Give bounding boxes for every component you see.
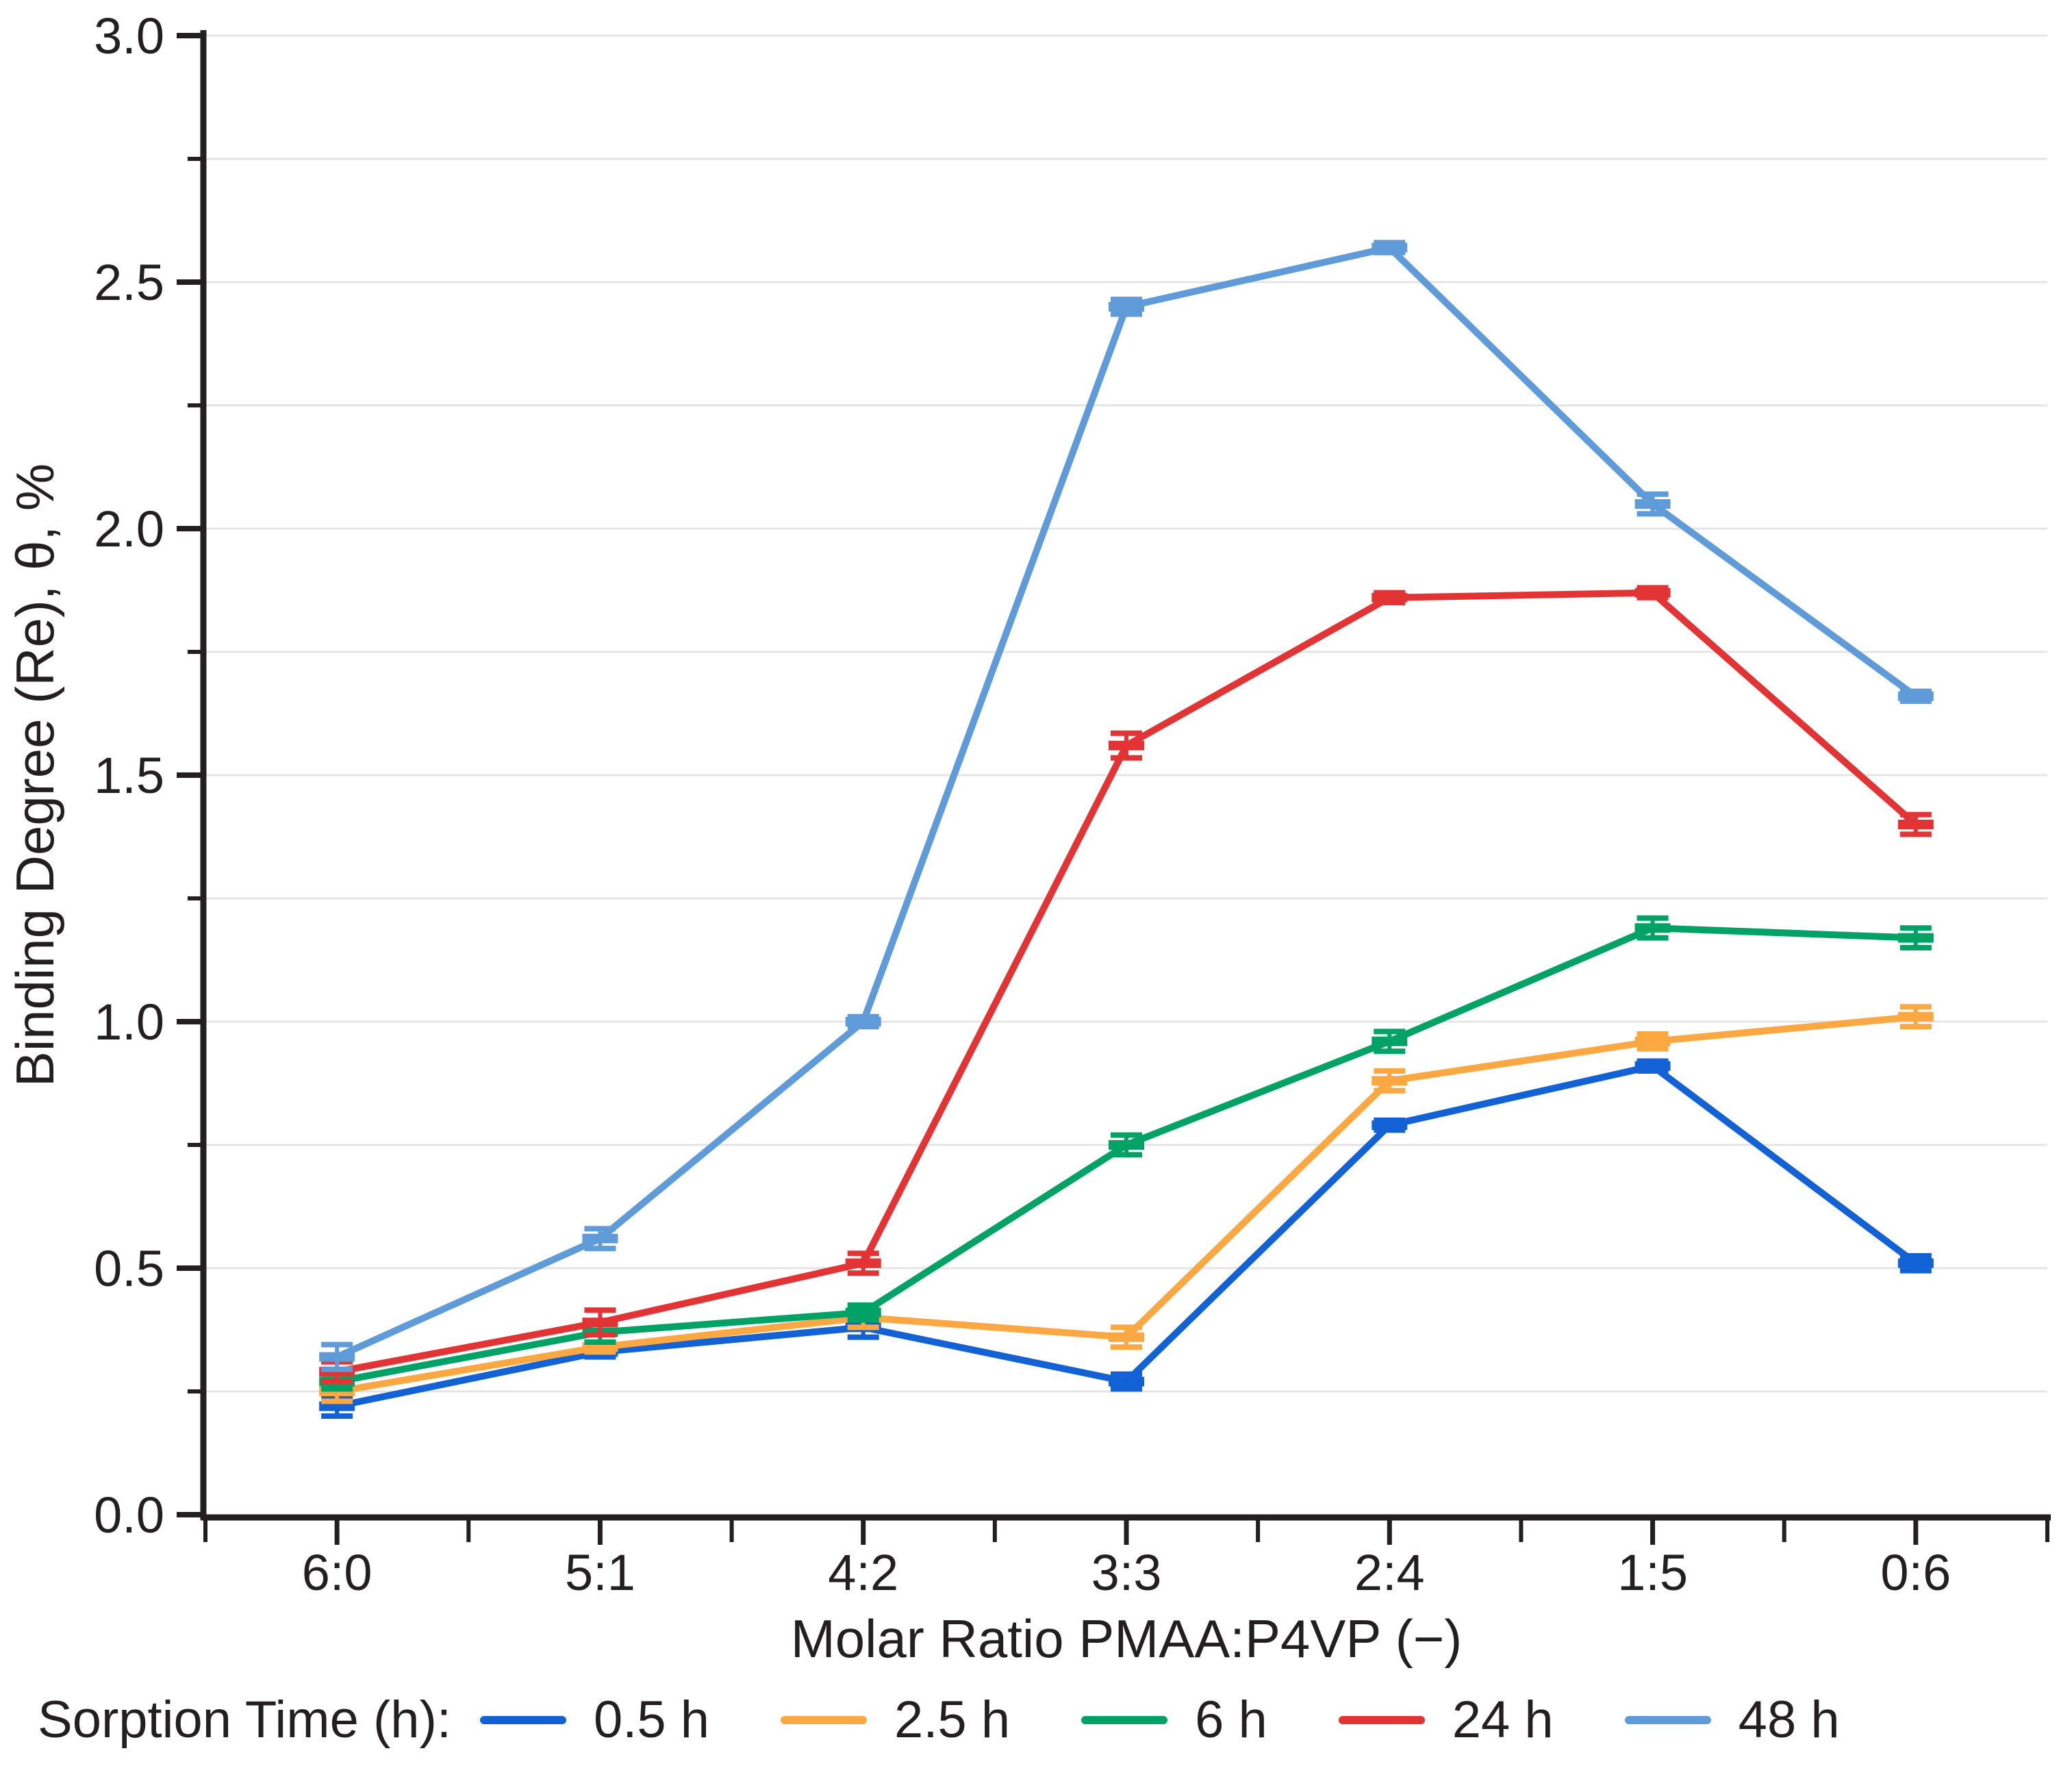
y-axis-title: Binding Degree (Re), θ, %	[5, 464, 65, 1087]
x-tick-label: 6:0	[302, 1544, 372, 1601]
axes-group	[177, 30, 2051, 1545]
legend-line-swatch	[1081, 1715, 1168, 1724]
y-tick-label: 0.0	[94, 1487, 164, 1543]
legend-item-label: 0.5 h	[594, 1691, 710, 1749]
legend-item-24h: 24 h	[1338, 1690, 1554, 1750]
y-tick-label: 3.0	[94, 8, 164, 64]
legend-item-6h: 6 h	[1081, 1690, 1267, 1750]
legend-line-swatch	[781, 1715, 868, 1724]
legend-item-label: 6 h	[1195, 1691, 1267, 1749]
legend-item-48h: 48 h	[1624, 1690, 1840, 1750]
legend-item-label: 48 h	[1738, 1691, 1840, 1749]
series-line-24h	[333, 589, 1919, 1376]
y-tick-label: 1.0	[94, 994, 164, 1050]
x-tick-label: 1:5	[1617, 1544, 1688, 1601]
legend-item-label: 2.5 h	[894, 1691, 1011, 1749]
data-series-group	[319, 240, 1934, 1419]
y-tick-label: 2.0	[94, 501, 164, 557]
x-axis-title: Molar Ratio PMAA:P4VP (−)	[791, 1608, 1462, 1669]
x-tick-label: 0:6	[1880, 1544, 1951, 1601]
y-tick-label: 0.5	[94, 1240, 164, 1297]
legend-line-swatch	[480, 1715, 566, 1724]
legend-item-0.5h: 0.5 h	[480, 1690, 709, 1750]
x-tick-label: 2:4	[1354, 1544, 1425, 1601]
x-tick-label: 4:2	[828, 1544, 898, 1601]
chart-legend: Sorption Time (h): 0.5 h 2.5 h 6 h 24 h 48 h	[38, 1690, 1911, 1750]
series-line-48h	[333, 244, 1919, 1361]
gridlines-group	[205, 34, 2047, 1393]
legend-title: Sorption Time (h):	[38, 1691, 451, 1749]
legend-line-swatch	[1338, 1715, 1425, 1724]
x-tick-label: 3:3	[1091, 1544, 1162, 1601]
y-tick-label: 1.5	[94, 747, 164, 804]
legend-line-swatch	[1624, 1715, 1711, 1724]
y-tick-label: 2.5	[94, 254, 164, 311]
series-line-0.5h	[333, 1062, 1919, 1410]
legend-item-2.5h: 2.5 h	[781, 1690, 1010, 1750]
legend-item-label: 24 h	[1452, 1691, 1554, 1749]
x-tick-label: 5:1	[565, 1544, 635, 1601]
tick-labels-group: 0.0 0.5 1.0 1.5 2.0 2.5 3.0 6:0 5:1 4:2 3:3 2:4 1:5 0…	[94, 8, 1951, 1601]
